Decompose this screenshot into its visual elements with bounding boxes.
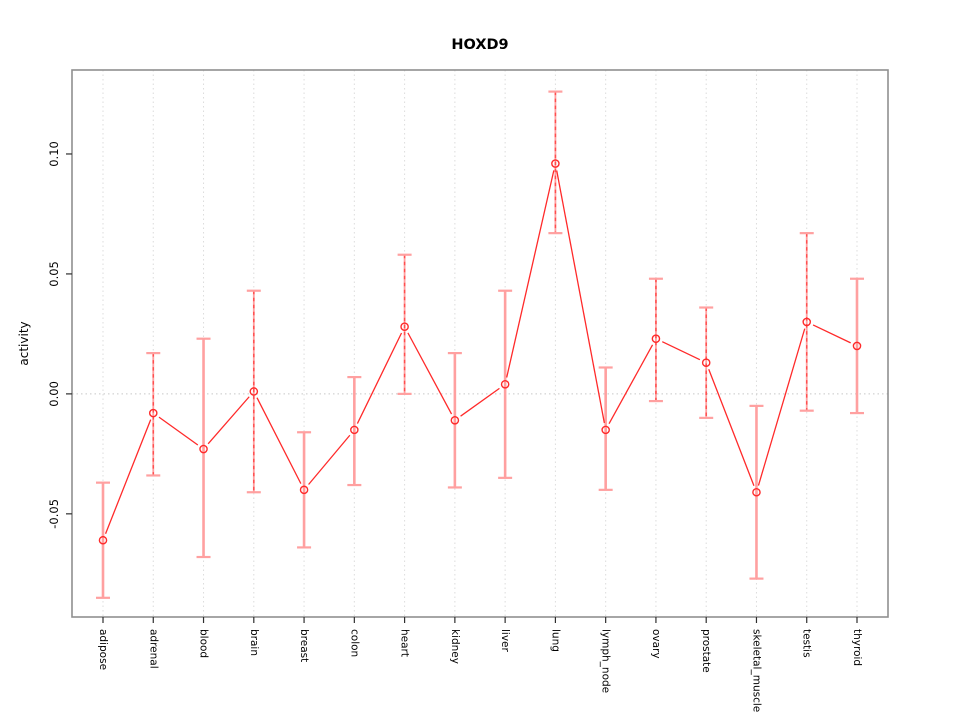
series-line-segment [256,397,302,484]
data-point [802,317,812,327]
data-point [148,408,158,418]
series-line-segment [556,170,606,424]
data-point [852,341,862,351]
x-tick-label: adrenal [147,629,159,669]
data-point [350,425,359,435]
data-point [651,334,661,344]
x-tick-label: blood [198,629,210,658]
data-point [299,485,309,495]
y-tick-label: 0.10 [47,141,61,167]
series-line-segment [708,368,755,486]
x-tick-label: thyroid [851,629,863,666]
x-tick-label: colon [348,629,360,657]
x-tick-label: adipose [97,629,109,670]
data-point [752,487,761,497]
series-line-segment [608,344,654,425]
series-line-segment [207,396,250,445]
data-point [701,358,711,367]
data-point [601,425,610,435]
series-line-segment [308,434,351,485]
x-tick-label: heart [399,629,411,657]
data-point [500,379,510,389]
data-point [199,444,208,454]
data-point [98,535,108,545]
x-tick-label: brain [248,629,260,656]
series-line-segment [407,332,453,415]
data-point [450,415,460,425]
x-tick-label: breast [298,629,310,662]
series-line-segment [104,419,152,534]
plot-area: adipose adrenal blood brain breast colon heart… [47,69,889,712]
series-line-segment [812,324,851,344]
series-line-segment [158,416,199,446]
chart-title: HOXD9 [451,37,508,53]
x-tick-label: kidney [449,629,461,664]
x-tick-label: liver [499,629,511,653]
x-tick-label: ovary [650,629,662,659]
y-tick-label: -0.05 [47,499,61,529]
x-tick-label: lymph_node [600,629,612,693]
series-line-segment [460,387,500,417]
y-tick-label: 0.00 [47,381,61,407]
series-line-segment [356,332,403,424]
series-line-segment [757,328,806,486]
data-point [400,322,409,332]
x-tick-label: testis [801,629,813,658]
data-point [249,387,259,396]
plot-frame [71,69,889,618]
x-tick-label: skeletal_muscle [750,629,762,712]
series-line-segment [506,170,555,378]
y-tick-label: 0.05 [47,261,61,287]
x-tick-label: prostate [700,629,712,673]
series-line-segment [661,341,701,361]
data-point [551,159,560,168]
y-axis-title: activity [17,321,31,365]
x-tick-label: lung [549,629,561,652]
